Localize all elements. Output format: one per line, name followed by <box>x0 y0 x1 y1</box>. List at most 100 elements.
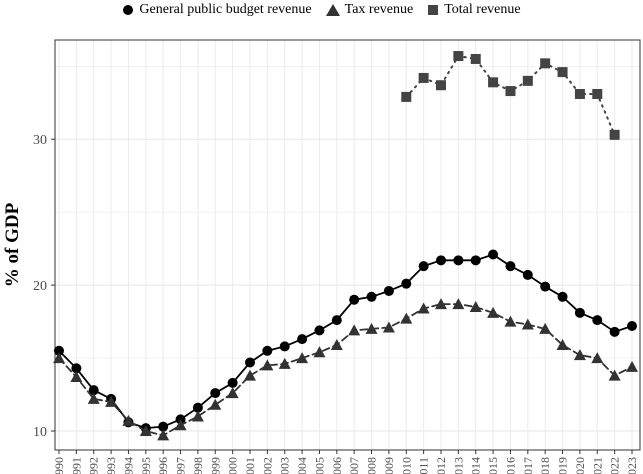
data-point-triangle <box>504 315 517 327</box>
x-tick-label: 2013 <box>451 457 465 474</box>
legend-item-tax-revenue: Tax revenue <box>325 2 414 18</box>
data-point-triangle <box>487 306 500 318</box>
data-point-circle <box>297 334 308 345</box>
data-point-circle <box>227 377 238 388</box>
legend: General public budget revenue Tax revenu… <box>0 0 643 20</box>
data-point-triangle <box>139 425 152 437</box>
data-point-triangle <box>348 324 361 336</box>
x-tick-label: 2021 <box>590 457 604 474</box>
data-point-triangle <box>626 360 638 372</box>
legend-label: General public budget revenue <box>139 2 312 17</box>
x-tick-label: 2023 <box>625 457 639 474</box>
x-tick-label: 1997 <box>174 457 188 474</box>
y-tick-label: 20 <box>33 279 47 294</box>
x-tick-label: 1993 <box>104 457 118 474</box>
data-point-circle <box>488 249 499 260</box>
data-point-circle <box>436 255 446 266</box>
x-tick-label: 2003 <box>278 457 292 474</box>
data-point-square <box>540 58 551 69</box>
triangle-marker-icon <box>325 4 340 16</box>
data-point-square <box>453 51 464 62</box>
data-point-circle <box>88 385 99 396</box>
data-point-circle <box>505 261 516 272</box>
x-tick-label: 1996 <box>156 457 170 474</box>
data-point-triangle <box>105 395 118 407</box>
x-tick-label: 1994 <box>121 457 135 474</box>
data-point-square <box>436 80 446 91</box>
x-tick-label: 2007 <box>347 457 361 474</box>
data-point-circle <box>245 357 255 368</box>
x-tick-label: 1990 <box>52 457 66 474</box>
data-point-circle <box>609 326 620 337</box>
data-point-circle <box>349 294 360 305</box>
data-point-triangle <box>53 352 65 364</box>
data-point-triangle <box>87 392 100 404</box>
x-tick-label: 2005 <box>312 457 326 474</box>
data-point-triangle <box>157 429 170 441</box>
data-point-circle <box>54 345 64 356</box>
legend-label: Tax revenue <box>344 2 414 17</box>
data-point-circle <box>418 261 429 272</box>
data-point-triangle <box>365 322 378 334</box>
data-point-circle <box>453 255 464 266</box>
data-point-circle <box>158 421 169 432</box>
data-point-triangle <box>278 357 291 369</box>
y-axis-label: % of GDP <box>2 202 23 287</box>
x-tick-label: 1995 <box>139 457 153 474</box>
data-point-square <box>609 129 620 140</box>
x-tick-label: 1998 <box>191 457 205 474</box>
data-point-triangle <box>209 398 222 410</box>
data-point-square <box>401 91 412 102</box>
data-point-circle <box>401 278 412 289</box>
data-point-triangle <box>417 302 430 314</box>
x-tick-label: 2018 <box>538 457 552 474</box>
data-point-circle <box>522 269 533 280</box>
data-point-circle <box>314 325 325 336</box>
data-point-triangle <box>122 414 135 426</box>
data-point-triangle <box>573 349 586 361</box>
data-point-triangle <box>469 301 482 313</box>
data-point-triangle <box>226 387 239 399</box>
data-point-triangle <box>330 338 343 350</box>
panel-border <box>54 39 641 451</box>
data-point-triangle <box>539 322 552 334</box>
x-tick-label: 2001 <box>243 457 257 474</box>
x-tick-label: 2009 <box>382 457 396 474</box>
legend-label: Total revenue <box>444 2 521 17</box>
data-point-circle <box>331 315 342 326</box>
data-point-square <box>470 53 481 64</box>
data-point-square <box>574 88 585 99</box>
data-point-triangle <box>435 298 447 310</box>
x-tick-label: 2004 <box>295 457 309 474</box>
data-point-circle <box>540 281 551 292</box>
data-point-triangle <box>556 338 569 350</box>
data-point-triangle <box>452 298 465 310</box>
data-point-triangle <box>382 321 395 333</box>
x-tick-label: 2002 <box>260 457 274 474</box>
x-tick-label: 2010 <box>399 457 413 474</box>
square-marker-icon <box>428 5 439 15</box>
data-point-circle <box>71 363 82 374</box>
data-point-triangle <box>313 346 326 358</box>
data-point-triangle <box>296 352 309 364</box>
data-point-circle <box>279 341 290 352</box>
data-point-triangle <box>608 369 621 381</box>
data-point-square <box>488 77 499 88</box>
x-tick-label: 2012 <box>434 457 448 474</box>
data-point-square <box>592 88 603 99</box>
data-point-triangle <box>261 359 274 371</box>
data-point-square <box>505 86 516 97</box>
series-line <box>58 303 633 437</box>
x-tick-label: 1991 <box>69 457 83 474</box>
data-point-circle <box>557 291 568 302</box>
y-tick-label: 30 <box>33 133 47 148</box>
data-point-circle <box>383 285 394 296</box>
x-tick-label: 2014 <box>469 457 483 474</box>
data-point-circle <box>210 388 221 399</box>
data-point-square <box>557 67 568 78</box>
data-point-circle <box>192 402 203 413</box>
data-point-triangle <box>70 371 83 383</box>
x-tick-label: 2016 <box>503 457 517 474</box>
data-point-triangle <box>400 312 413 324</box>
